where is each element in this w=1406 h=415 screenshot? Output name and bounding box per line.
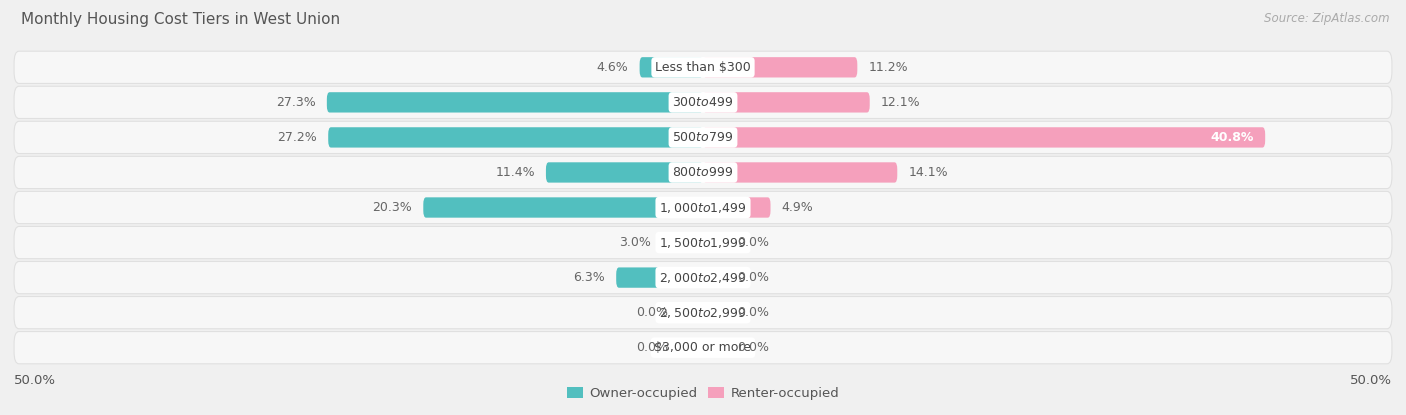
Text: $2,000 to $2,499: $2,000 to $2,499: [659, 271, 747, 285]
Text: 0.0%: 0.0%: [738, 341, 769, 354]
Text: 27.2%: 27.2%: [277, 131, 318, 144]
Text: 14.1%: 14.1%: [908, 166, 948, 179]
Text: 0.0%: 0.0%: [637, 341, 669, 354]
FancyBboxPatch shape: [14, 296, 1392, 329]
FancyBboxPatch shape: [423, 198, 703, 217]
Text: $1,500 to $1,999: $1,500 to $1,999: [659, 236, 747, 249]
Text: 0.0%: 0.0%: [738, 306, 769, 319]
Text: Less than $300: Less than $300: [655, 61, 751, 74]
FancyBboxPatch shape: [14, 86, 1392, 119]
Text: $1,000 to $1,499: $1,000 to $1,499: [659, 200, 747, 215]
FancyBboxPatch shape: [640, 57, 703, 78]
FancyBboxPatch shape: [14, 121, 1392, 154]
FancyBboxPatch shape: [703, 198, 770, 217]
FancyBboxPatch shape: [14, 51, 1392, 83]
Text: 0.0%: 0.0%: [738, 271, 769, 284]
FancyBboxPatch shape: [14, 156, 1392, 188]
Text: 20.3%: 20.3%: [373, 201, 412, 214]
Text: 50.0%: 50.0%: [14, 374, 56, 387]
Text: $3,000 or more: $3,000 or more: [655, 341, 751, 354]
Text: 27.3%: 27.3%: [276, 96, 316, 109]
Text: 3.0%: 3.0%: [619, 236, 651, 249]
FancyBboxPatch shape: [703, 57, 858, 78]
Text: $300 to $499: $300 to $499: [672, 96, 734, 109]
Text: 4.9%: 4.9%: [782, 201, 813, 214]
Text: $2,500 to $2,999: $2,500 to $2,999: [659, 305, 747, 320]
Text: 11.4%: 11.4%: [495, 166, 534, 179]
Text: 4.6%: 4.6%: [596, 61, 628, 74]
Text: $500 to $799: $500 to $799: [672, 131, 734, 144]
Text: 0.0%: 0.0%: [738, 236, 769, 249]
FancyBboxPatch shape: [616, 267, 703, 288]
FancyBboxPatch shape: [326, 92, 703, 112]
FancyBboxPatch shape: [14, 227, 1392, 259]
FancyBboxPatch shape: [14, 332, 1392, 364]
FancyBboxPatch shape: [703, 127, 1265, 148]
FancyBboxPatch shape: [14, 261, 1392, 294]
Text: 12.1%: 12.1%: [880, 96, 921, 109]
Text: 11.2%: 11.2%: [869, 61, 908, 74]
Text: Source: ZipAtlas.com: Source: ZipAtlas.com: [1264, 12, 1389, 25]
Text: Monthly Housing Cost Tiers in West Union: Monthly Housing Cost Tiers in West Union: [21, 12, 340, 27]
FancyBboxPatch shape: [703, 162, 897, 183]
Text: $800 to $999: $800 to $999: [672, 166, 734, 179]
FancyBboxPatch shape: [703, 92, 870, 112]
Text: 40.8%: 40.8%: [1211, 131, 1254, 144]
Text: 0.0%: 0.0%: [637, 306, 669, 319]
FancyBboxPatch shape: [546, 162, 703, 183]
Text: 50.0%: 50.0%: [1350, 374, 1392, 387]
FancyBboxPatch shape: [14, 191, 1392, 224]
FancyBboxPatch shape: [662, 232, 703, 253]
FancyBboxPatch shape: [328, 127, 703, 148]
Legend: Owner-occupied, Renter-occupied: Owner-occupied, Renter-occupied: [567, 387, 839, 400]
Text: 6.3%: 6.3%: [574, 271, 605, 284]
